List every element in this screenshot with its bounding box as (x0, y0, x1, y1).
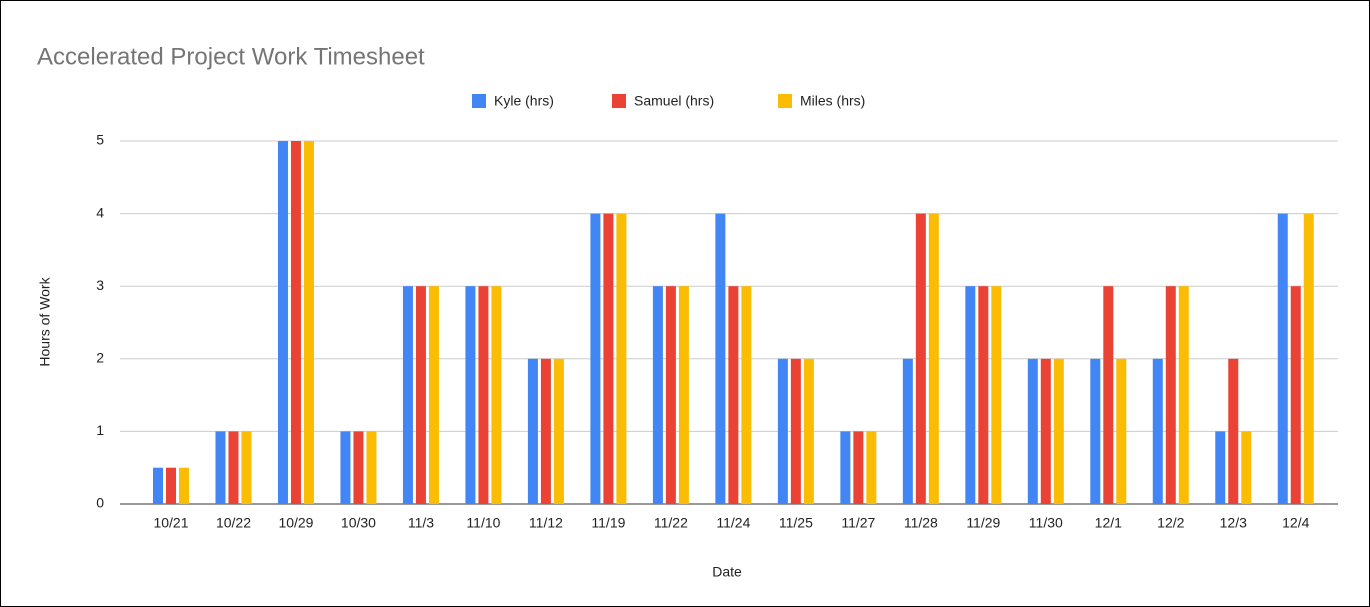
x-tick-label: 10/21 (153, 515, 188, 531)
bar (1178, 286, 1189, 504)
x-tick-label: 11/12 (529, 515, 563, 531)
bar (478, 286, 489, 504)
bar (228, 431, 239, 504)
x-tick-label: 12/2 (1157, 515, 1184, 531)
bar (277, 141, 288, 504)
bar (428, 286, 439, 504)
bar (491, 286, 502, 504)
bar (540, 358, 551, 504)
bar (215, 431, 226, 504)
bar (241, 431, 252, 504)
x-tick-label: 11/22 (654, 515, 688, 531)
bar (1241, 431, 1252, 504)
bar (777, 358, 788, 504)
bar (527, 358, 538, 504)
bar (353, 431, 364, 504)
bar (866, 431, 877, 504)
x-tick-label: 11/29 (966, 515, 1000, 531)
bar (991, 286, 1002, 504)
bar (465, 286, 476, 504)
legend-label: Kyle (hrs) (494, 93, 554, 109)
y-tick-label: 3 (96, 277, 104, 293)
x-tick-label: 11/30 (1029, 515, 1063, 531)
bar (803, 358, 814, 504)
bar (1116, 358, 1127, 504)
bar (415, 286, 426, 504)
bar (290, 141, 301, 504)
bar (853, 431, 864, 504)
x-axis-label: Date (712, 564, 742, 580)
x-tick-label: 10/22 (216, 515, 251, 531)
x-tick-label: 12/1 (1095, 515, 1122, 531)
x-tick-label: 11/10 (466, 515, 500, 531)
bar (1027, 358, 1038, 504)
legend-swatch (612, 94, 626, 108)
bar (678, 286, 689, 504)
bar (652, 286, 663, 504)
x-tick-label: 11/3 (408, 515, 434, 531)
bar (915, 213, 926, 504)
x-tick-label: 10/30 (341, 515, 376, 531)
bar (1165, 286, 1176, 504)
y-tick-label: 4 (96, 204, 104, 220)
bar (665, 286, 676, 504)
bar (1040, 358, 1051, 504)
x-tick-label: 11/27 (841, 515, 875, 531)
x-tick-label: 12/3 (1220, 515, 1247, 531)
bar (715, 213, 726, 504)
x-tick-label: 11/19 (591, 515, 625, 531)
y-tick-label: 2 (96, 350, 104, 366)
bar (152, 467, 163, 504)
bar (902, 358, 913, 504)
bar (741, 286, 752, 504)
y-tick-label: 5 (96, 132, 104, 148)
x-tick-label: 11/28 (904, 515, 938, 531)
bar (616, 213, 627, 504)
x-tick-label: 12/4 (1282, 515, 1309, 531)
bar (590, 213, 601, 504)
bar (1303, 213, 1314, 504)
bar (1053, 358, 1064, 504)
bar (978, 286, 989, 504)
legend-swatch (778, 94, 792, 108)
chart-title: Accelerated Project Work Timesheet (37, 43, 425, 70)
bar (1215, 431, 1226, 504)
bar (303, 141, 314, 504)
bar (840, 431, 851, 504)
bar (178, 467, 189, 504)
bar (553, 358, 564, 504)
bar (790, 358, 801, 504)
y-axis-label: Hours of Work (37, 276, 53, 366)
bar (402, 286, 413, 504)
bar (1103, 286, 1114, 504)
bar (1277, 213, 1288, 504)
bar (928, 213, 939, 504)
bar (1290, 286, 1301, 504)
bar (603, 213, 614, 504)
bar (165, 467, 176, 504)
x-tick-label: 10/29 (278, 515, 313, 531)
legend-label: Samuel (hrs) (634, 93, 714, 109)
bar (965, 286, 976, 504)
bar (1152, 358, 1163, 504)
y-tick-label: 1 (96, 422, 104, 438)
legend-label: Miles (hrs) (800, 93, 865, 109)
legend-swatch (472, 94, 486, 108)
bar (366, 431, 377, 504)
x-tick-label: 11/25 (779, 515, 813, 531)
bar (1228, 358, 1239, 504)
x-tick-label: 11/24 (716, 515, 750, 531)
y-tick-label: 0 (96, 495, 104, 511)
bar (340, 431, 351, 504)
bar (728, 286, 739, 504)
bar (1090, 358, 1101, 504)
